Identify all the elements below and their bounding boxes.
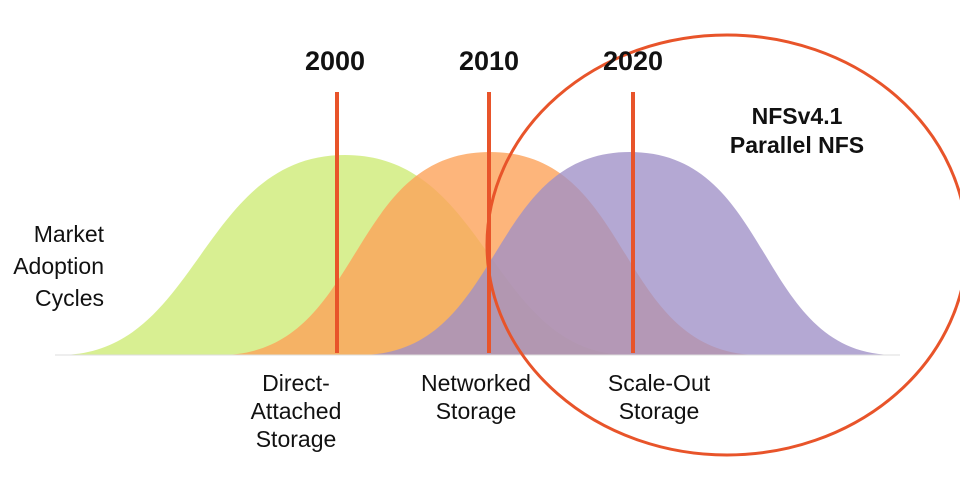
year-label: 2020 xyxy=(603,46,663,76)
highlight-circle xyxy=(485,33,960,457)
era-label: Networked xyxy=(421,370,531,396)
year-label: 2010 xyxy=(459,46,519,76)
era-label: Storage xyxy=(436,398,517,424)
adoption-curve-purple xyxy=(360,152,895,355)
axis-label: Adoption xyxy=(13,253,104,279)
callout-text: NFSv4.1 xyxy=(752,103,843,129)
axis-label: Market xyxy=(34,221,105,247)
era-label: Storage xyxy=(619,398,700,424)
era-label: Scale-Out xyxy=(608,370,711,396)
era-label: Direct- xyxy=(262,370,330,396)
callout-text: Parallel NFS xyxy=(730,132,864,158)
axis-label: Cycles xyxy=(35,285,104,311)
year-label: 2000 xyxy=(305,46,365,76)
era-label: Attached xyxy=(251,398,342,424)
era-label: Storage xyxy=(256,426,337,452)
